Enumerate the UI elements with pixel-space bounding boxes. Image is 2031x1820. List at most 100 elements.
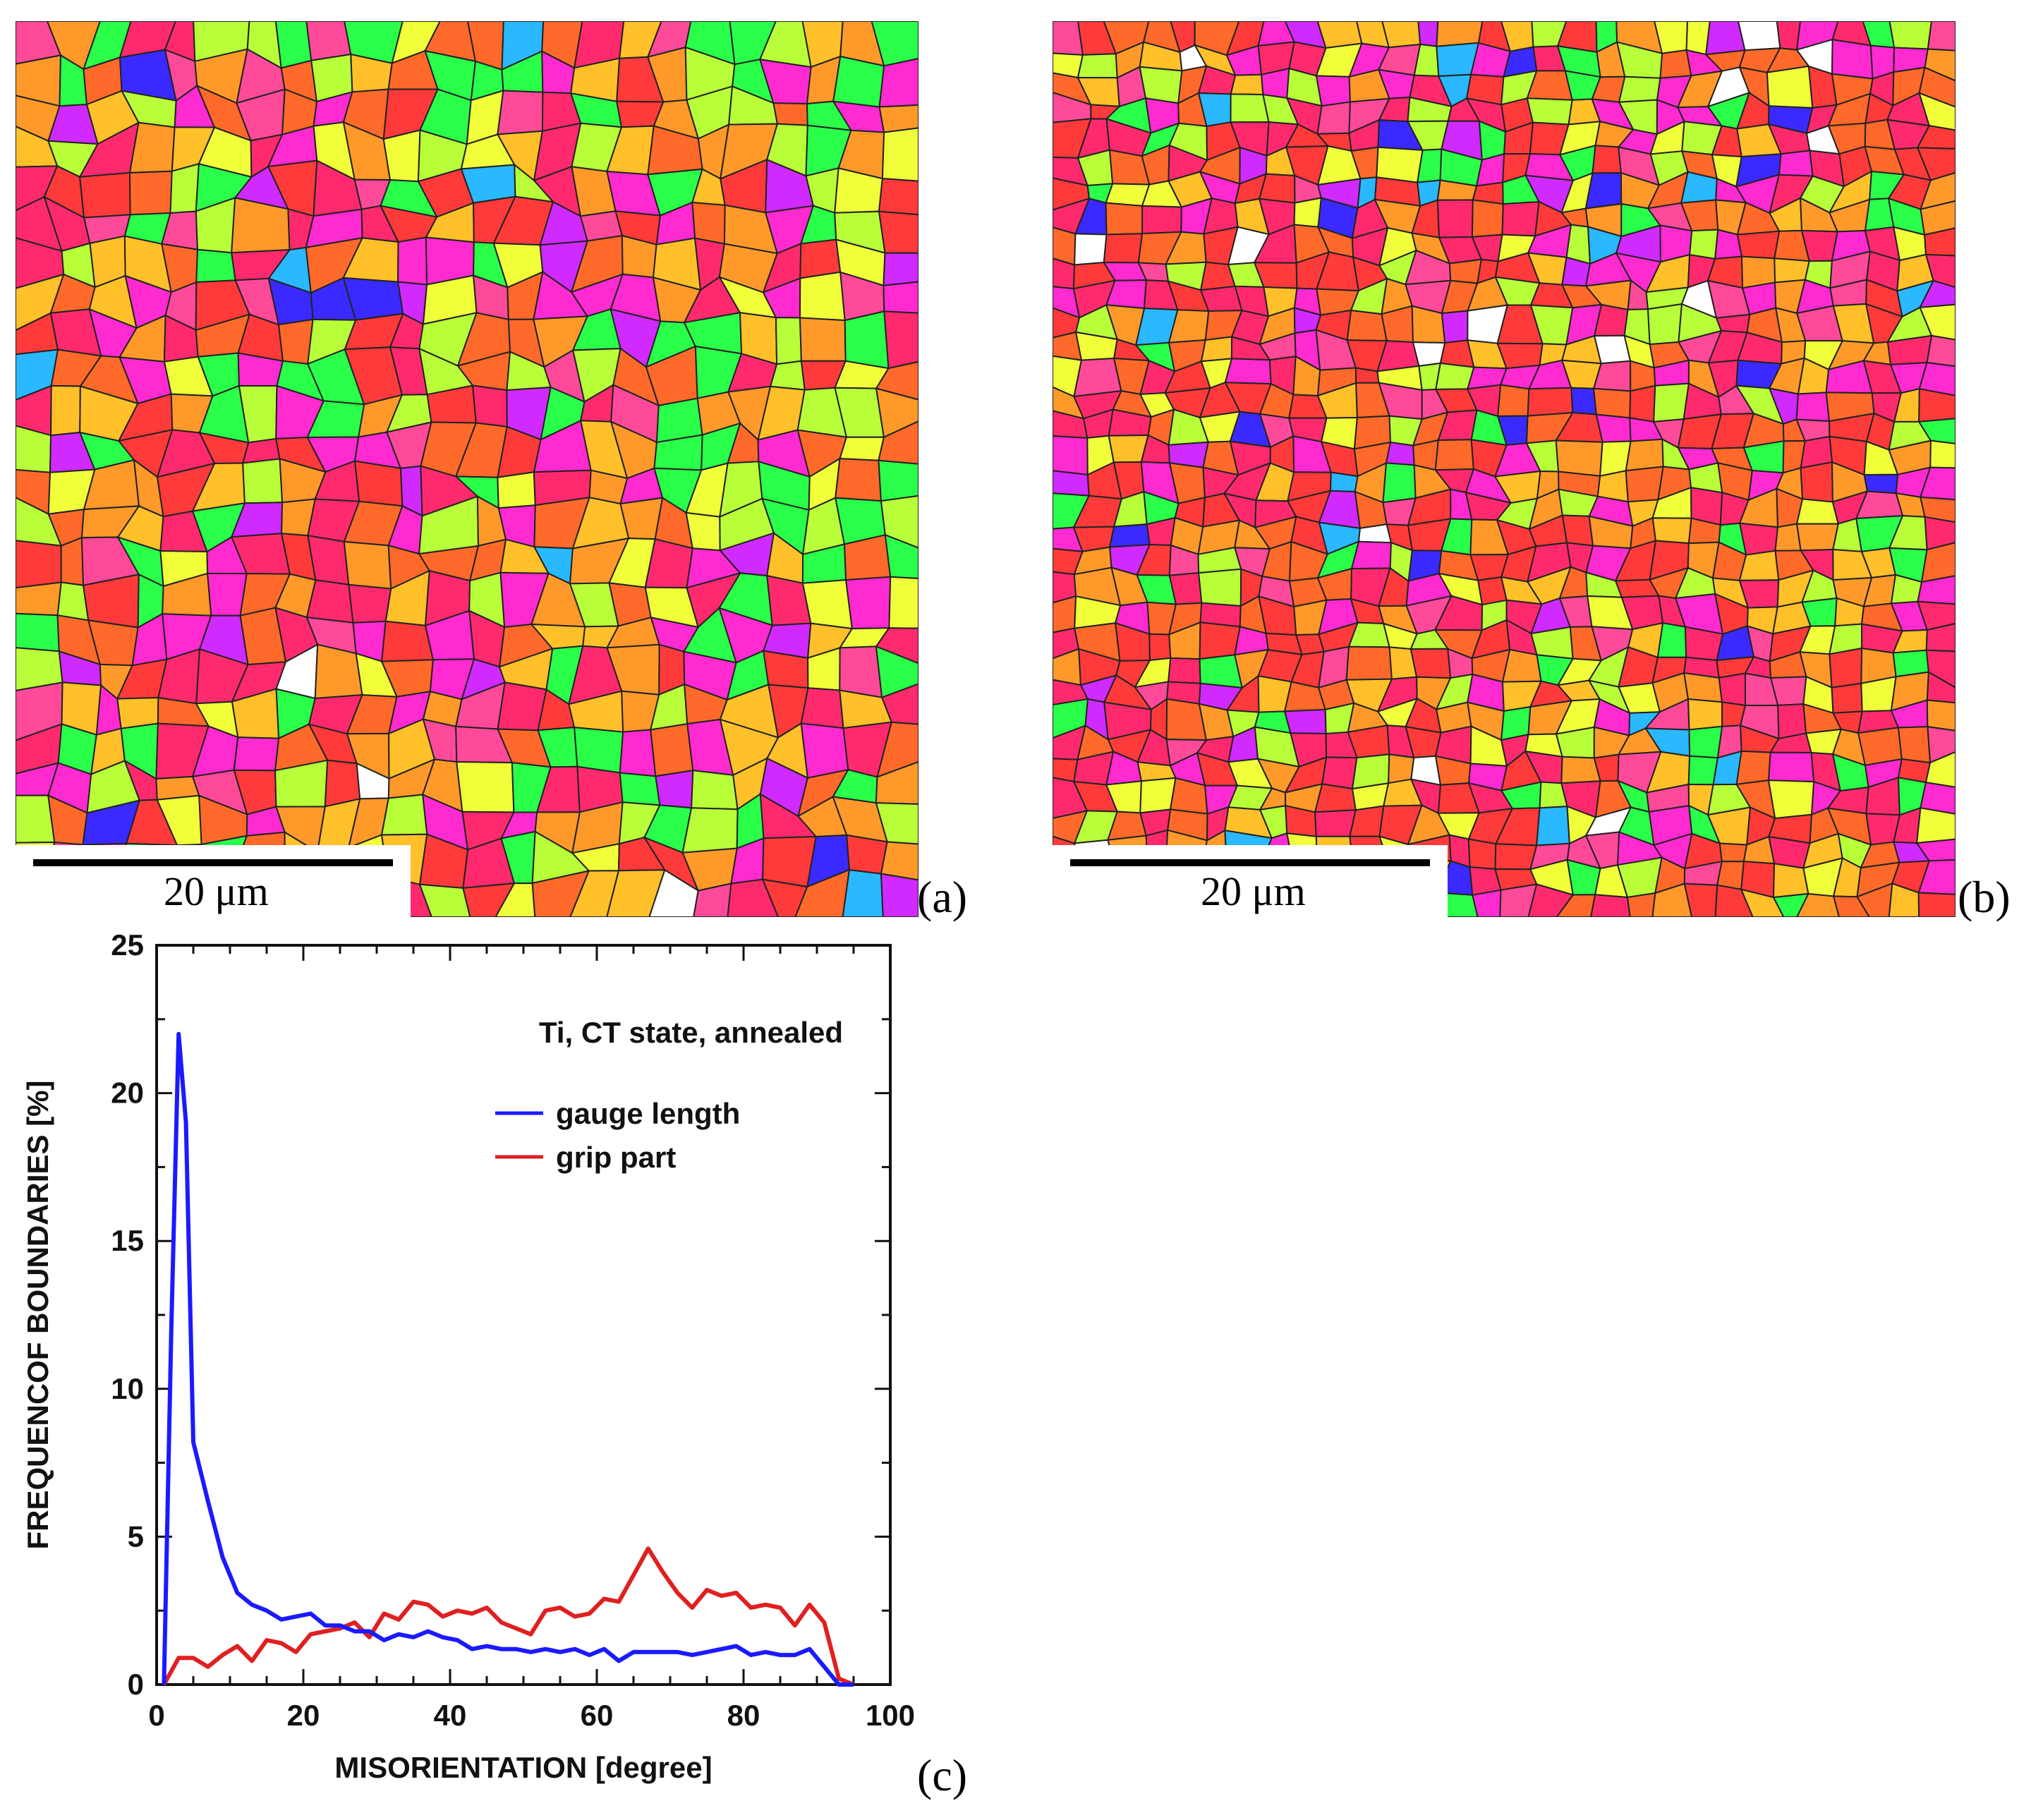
x-tick-label: 20	[287, 1699, 320, 1732]
grain	[1436, 199, 1474, 238]
grain	[242, 458, 284, 504]
grain	[878, 420, 919, 465]
grain	[1230, 73, 1264, 96]
grain	[878, 104, 919, 133]
grain	[1105, 202, 1144, 236]
grain	[1796, 892, 1841, 917]
grain	[1434, 439, 1474, 471]
grain	[1626, 892, 1656, 917]
grain	[1915, 838, 1956, 862]
grain	[1376, 146, 1424, 183]
panel-label-a: (a)	[917, 872, 968, 922]
grain	[79, 171, 131, 219]
grain	[875, 627, 919, 665]
grain	[1385, 441, 1415, 466]
grain	[883, 252, 919, 286]
grain	[1168, 572, 1203, 605]
grain	[1688, 725, 1723, 759]
grain	[169, 162, 200, 214]
y-tick-label: 25	[111, 928, 144, 961]
grain	[1863, 473, 1899, 495]
grain	[775, 317, 802, 365]
grain	[1103, 233, 1144, 264]
y-axis-label: FREQUENCOF BOUNDARIES [%]	[21, 1080, 54, 1549]
grain	[233, 736, 280, 772]
grain	[1625, 466, 1664, 503]
grain	[1595, 413, 1632, 443]
grain	[497, 471, 536, 509]
grain	[794, 868, 851, 917]
series-lines	[162, 1031, 855, 1687]
grain	[1800, 461, 1833, 503]
misorientation-chart: 0 20 40 60 80 100 0 5 10 15 20 25 Ti, CT state, ann…	[21, 928, 915, 1784]
grain	[1738, 550, 1780, 581]
grain	[763, 650, 809, 689]
grain	[1831, 38, 1874, 80]
grain	[1925, 649, 1956, 688]
grain	[1199, 621, 1241, 660]
grain	[606, 869, 666, 917]
grain	[16, 612, 60, 653]
grain	[1555, 439, 1603, 477]
grain	[1321, 756, 1358, 790]
grain	[1501, 201, 1540, 237]
grain	[883, 281, 919, 314]
grain	[1073, 357, 1122, 398]
grain	[883, 310, 919, 370]
grain	[1689, 229, 1719, 260]
panel-label-b: (b)	[1958, 872, 2011, 922]
grain	[1767, 751, 1815, 783]
ebsd-map-b-grains	[1053, 21, 1956, 917]
grain	[1829, 647, 1863, 688]
grain	[353, 460, 404, 507]
grain	[1795, 523, 1840, 552]
grain	[1494, 843, 1538, 870]
grain	[1053, 595, 1077, 633]
series-line-gauge-length	[162, 1031, 854, 1687]
y-tick-label: 5	[128, 1519, 144, 1553]
grain	[195, 248, 236, 284]
grain	[1472, 889, 1502, 917]
grain	[1077, 53, 1118, 79]
grain	[1927, 725, 1956, 764]
grain	[875, 645, 919, 699]
grain	[1917, 575, 1956, 605]
grain	[799, 317, 847, 362]
grain	[1924, 516, 1956, 551]
grain	[1148, 633, 1172, 662]
x-tick-label: 80	[727, 1699, 760, 1732]
grain	[1526, 97, 1573, 126]
grain	[1527, 387, 1574, 417]
grain	[1316, 101, 1351, 135]
grain	[1714, 884, 1754, 917]
grain	[1919, 171, 1956, 210]
grain	[1345, 645, 1393, 681]
x-tick-label: 60	[581, 1699, 614, 1732]
grain	[875, 387, 919, 439]
series-line-grip-part	[162, 1546, 855, 1687]
grain	[1656, 622, 1687, 658]
grain	[801, 579, 854, 630]
grain	[1918, 92, 1956, 131]
y-tick-label: 0	[128, 1668, 144, 1701]
grain	[761, 878, 808, 917]
grain	[456, 760, 515, 813]
grain	[871, 21, 919, 67]
axis-ticks	[155, 944, 892, 1686]
grain	[1314, 783, 1357, 813]
grain	[1915, 807, 1956, 844]
grain	[880, 683, 919, 725]
x-axis-label: MISORIENTATION [degree]	[334, 1751, 712, 1784]
grain	[497, 90, 544, 135]
grain	[1417, 21, 1439, 47]
grain	[691, 769, 739, 811]
grain	[1774, 257, 1810, 284]
grain	[16, 581, 62, 617]
grain	[1346, 309, 1388, 342]
grain	[380, 794, 428, 836]
grain	[1856, 882, 1893, 917]
grain	[1766, 65, 1814, 109]
grain	[1918, 279, 1956, 309]
grain	[1924, 48, 1956, 82]
grain	[1683, 882, 1718, 917]
